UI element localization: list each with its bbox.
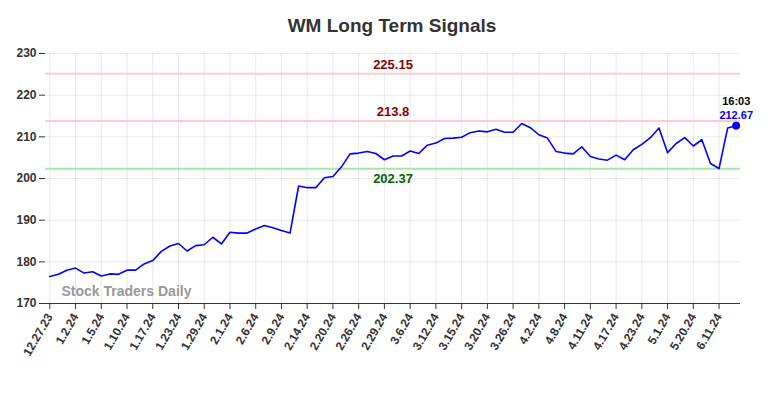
svg-text:213.8: 213.8 [377,104,410,119]
svg-text:5.20.24: 5.20.24 [667,310,700,353]
svg-text:220: 220 [16,88,36,102]
svg-text:2.1.24: 2.1.24 [207,311,236,347]
svg-text:170: 170 [16,296,36,310]
svg-text:2.20.24: 2.20.24 [306,310,339,353]
svg-text:Stock Traders Daily: Stock Traders Daily [62,283,192,299]
svg-text:3.6.24: 3.6.24 [387,310,417,347]
svg-text:4.11.24: 4.11.24 [564,310,597,352]
html-text:WM Long Term Signals: WM Long Term Signals [287,15,497,36]
svg-text:212.67: 212.67 [719,109,753,121]
svg-text:1.17.24: 1.17.24 [126,310,159,353]
svg-text:1.29.24: 1.29.24 [178,311,210,353]
svg-text:225.15: 225.15 [373,57,413,72]
svg-text:2.14.24: 2.14.24 [281,310,314,353]
svg-text:180: 180 [16,255,36,269]
svg-text:1.5.24: 1.5.24 [78,310,108,347]
svg-text:200: 200 [16,171,36,185]
svg-text:3.26.24: 3.26.24 [487,311,519,353]
svg-text:4.23.24: 4.23.24 [616,311,648,353]
svg-text:16:03: 16:03 [722,95,750,107]
svg-text:1.10.24: 1.10.24 [100,310,133,353]
svg-text:12.27.23: 12.27.23 [20,311,56,359]
svg-text:4.2.24: 4.2.24 [516,311,545,347]
svg-text:2.29.24: 2.29.24 [358,311,390,353]
svg-text:3.20.24: 3.20.24 [461,310,494,353]
svg-text:202.37: 202.37 [373,171,413,186]
svg-text:230: 230 [16,46,36,60]
svg-text:2.9.24: 2.9.24 [258,310,288,347]
svg-text:3.12.24: 3.12.24 [409,310,442,353]
svg-text:210: 210 [16,130,36,144]
svg-text:3.15.24: 3.15.24 [435,310,468,353]
svg-text:6.11.24: 6.11.24 [693,311,725,352]
svg-text:5.1.24: 5.1.24 [644,310,674,347]
svg-text:1.2.24: 1.2.24 [53,311,82,347]
svg-text:1.23.24: 1.23.24 [152,310,185,353]
svg-text:190: 190 [16,213,36,227]
svg-text:2.26.24: 2.26.24 [332,310,365,353]
svg-text:4.17.24: 4.17.24 [589,310,622,353]
svg-text:4.8.24: 4.8.24 [541,310,571,347]
svg-text:2.6.24: 2.6.24 [233,311,262,347]
